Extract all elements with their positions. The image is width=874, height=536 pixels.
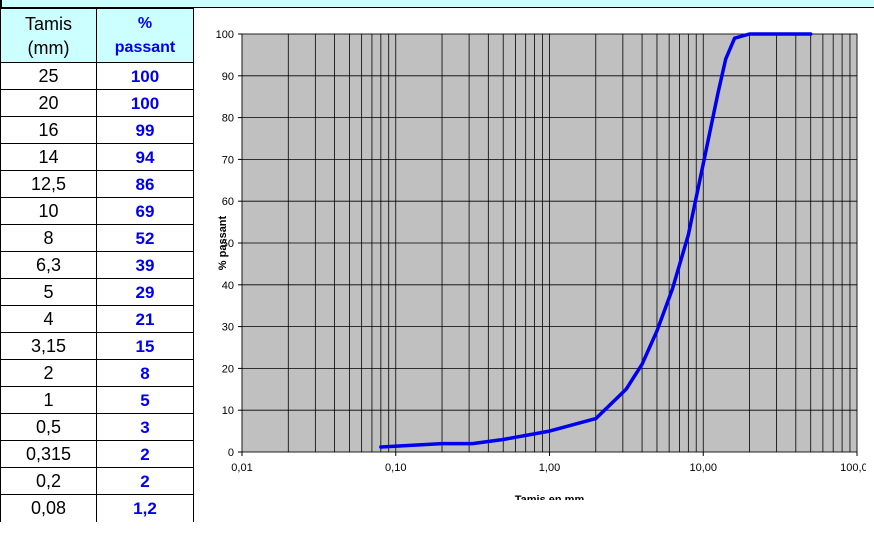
percent-passing-cell: 2 [96, 440, 194, 468]
sieve-size-cell: 25 [0, 62, 97, 90]
x-tick-label: 1,00 [539, 462, 560, 474]
data-point [594, 417, 598, 421]
header-sieve-line2: (mm) [27, 37, 70, 58]
table-row: 0,5 3 [0, 413, 194, 441]
percent-passing-cell: 100 [96, 89, 194, 117]
data-point [548, 429, 551, 433]
sieve-size-cell: 5 [0, 278, 97, 306]
y-tick-label: 30 [222, 322, 234, 334]
sieve-size-cell: 0,315 [0, 440, 97, 468]
sieve-size-cell: 2 [0, 359, 97, 387]
y-tick-label: 60 [222, 196, 234, 208]
data-point [701, 162, 705, 166]
data-point [640, 362, 644, 366]
grading-curve-chart: 0 10 20 30 40 50 60 70 80 90 100 0,01 0,10 1,00 10,00 1… [216, 29, 866, 500]
data-point [733, 36, 737, 40]
percent-passing-cell: 29 [96, 278, 194, 306]
y-tick-label: 90 [222, 71, 234, 83]
x-axis-label: Tamis en mm [515, 494, 585, 500]
data-point [624, 387, 628, 391]
data-point [748, 32, 751, 36]
table-row: 0,08 1,2 [0, 494, 194, 522]
sieve-size-cell: 4 [0, 305, 97, 333]
percent-passing-cell: 86 [96, 170, 194, 198]
x-tick-label: 0,10 [385, 462, 406, 474]
data-point [724, 57, 728, 61]
data-point [501, 438, 505, 441]
sieve-table: Tamis (mm) % passant 25 100 20 100 16 99 14 94 1… [0, 8, 194, 522]
data-point [762, 32, 766, 36]
header-sieve: Tamis (mm) [0, 8, 97, 63]
y-tick-label: 100 [216, 29, 234, 41]
y-tick-label: 0 [228, 447, 234, 459]
sieve-size-cell: 1 [0, 386, 97, 414]
percent-passing-cell: 100 [96, 62, 194, 90]
table-row: 5 29 [0, 278, 194, 306]
table-row: 4 21 [0, 305, 194, 333]
data-point [379, 445, 383, 449]
data-point [470, 442, 474, 446]
data-point [655, 329, 659, 333]
header-passing-line2: passant [114, 38, 176, 56]
percent-passing-cell: 21 [96, 305, 194, 333]
table-row: 20 100 [0, 89, 194, 117]
percent-passing-cell: 39 [96, 251, 194, 279]
y-tick-label: 40 [222, 280, 234, 292]
percent-passing-cell: 15 [96, 332, 194, 360]
header-passing-line1: % [137, 14, 153, 32]
grading-curve-line [379, 32, 813, 449]
percent-passing-cell: 3 [96, 413, 194, 441]
data-point [716, 91, 720, 94]
header-band [0, 0, 874, 8]
sieve-size-cell: 14 [0, 143, 97, 171]
percent-passing-cell: 94 [96, 143, 194, 171]
sieve-size-cell: 3,15 [0, 332, 97, 360]
table-row: 0,315 2 [0, 440, 194, 468]
y-tick-label: 10 [222, 405, 234, 417]
percent-passing-cell: 52 [96, 224, 194, 252]
percent-passing-cell: 5 [96, 386, 194, 414]
table-row: 25 100 [0, 62, 194, 90]
table-row: 0,2 2 [0, 467, 194, 495]
table-row: 16 99 [0, 116, 194, 144]
percent-passing-cell: 1,2 [96, 494, 194, 522]
y-tick-label: 70 [222, 154, 234, 166]
percent-passing-cell: 69 [96, 197, 194, 225]
table-row: 6,3 39 [0, 251, 194, 279]
table-row: 8 52 [0, 224, 194, 252]
y-axis-label: % passant [217, 215, 229, 270]
x-tick-label: 10,00 [689, 462, 717, 474]
x-tick-label: 100,00 [840, 462, 866, 474]
percent-passing-cell: 99 [96, 116, 194, 144]
sieve-size-cell: 10 [0, 197, 97, 225]
x-tick-label: 0,01 [231, 462, 252, 474]
data-point [686, 233, 690, 237]
data-point [809, 32, 813, 36]
y-tick-label: 80 [222, 113, 234, 125]
header-passing: % passant [96, 8, 194, 63]
sieve-size-cell: 16 [0, 116, 97, 144]
table-row: 12,5 86 [0, 170, 194, 198]
table-row: 10 69 [0, 197, 194, 225]
table-header-row: Tamis (mm) % passant [0, 8, 194, 63]
sieve-size-cell: 6,3 [0, 251, 97, 279]
data-point [440, 442, 444, 446]
header-sieve-line1: Tamis [24, 13, 72, 34]
table-row: 14 94 [0, 143, 194, 171]
sieve-size-cell: 20 [0, 89, 97, 117]
percent-passing-cell: 2 [96, 467, 194, 495]
y-tick-label: 20 [222, 363, 234, 375]
sieve-size-cell: 0,5 [0, 413, 97, 441]
sieve-size-cell: 8 [0, 224, 97, 252]
table-row: 3,15 15 [0, 332, 194, 360]
data-point [670, 287, 674, 291]
sieve-size-cell: 12,5 [0, 170, 97, 198]
sieve-size-cell: 0,08 [0, 494, 97, 522]
percent-passing-cell: 8 [96, 359, 194, 387]
sieve-size-cell: 0,2 [0, 467, 97, 495]
y-tick-label: 50 [222, 238, 234, 250]
